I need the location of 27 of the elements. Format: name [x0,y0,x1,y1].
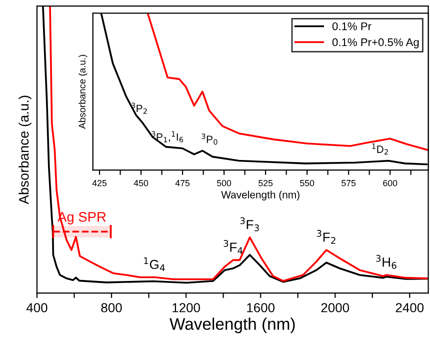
x-tick-label: 400 [26,303,48,312]
y-axis-title: Absorbance (a.u.) [18,96,32,204]
legend-label: 0.1% Pr [332,22,372,30]
annotation: $^{3}$F$_{4}$ [224,240,243,254]
x-tick-label: 800 [101,303,122,312]
x-axis-title: Wavelength (nm) [170,318,295,334]
x-tick-label: 550 [300,180,314,186]
x-tick-label: 2000 [321,303,350,312]
y-axis-title: Absorbance (a.u.) [78,54,88,129]
x-tick-label: 425 [92,180,107,186]
x-tick-label: 600 [383,180,398,186]
annotation: $^{3}$P$_{0}$ [202,134,218,145]
x-tick-label: 475 [175,180,190,186]
annotation: $^{3}$F$_{3}$ [240,217,259,232]
annotation: $^{3}$H$_{6}$ [376,254,396,269]
x-tick-label: 1200 [172,303,200,312]
x-tick-label: 2400 [396,303,424,312]
x-tick-label: 525 [258,180,273,186]
annotation: $^{1}$G$_{4}$ [144,257,165,272]
annotation: $^{3}$F$_{2}$ [316,230,336,244]
legend-label: 0.1% Pr+0.5% Ag [332,38,419,48]
x-tick-label: 1600 [247,303,275,312]
annotation: $^{1}$D$_{2}$ [372,144,388,155]
x-axis-title: Wavelength (nm) [221,190,300,200]
x-tick-label: 575 [342,180,356,186]
x-tick-label: 500 [217,180,232,186]
x-tick-label: 450 [134,180,148,186]
